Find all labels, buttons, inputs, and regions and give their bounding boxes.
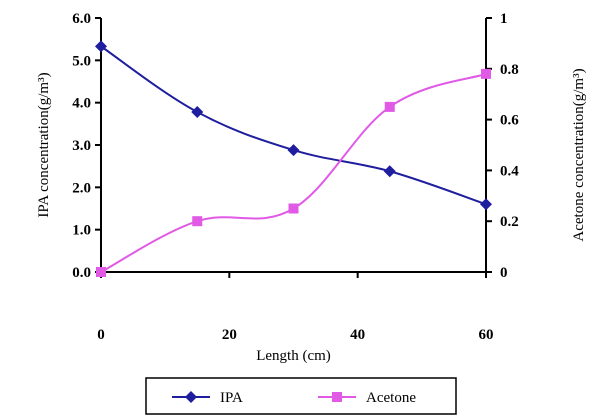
- right-tick-label: 0.6: [500, 113, 519, 129]
- x-tick-label: 60: [479, 327, 494, 343]
- right-tick-label: 0.2: [500, 214, 519, 230]
- series-line-ipa: [100, 45, 487, 206]
- x-tick-group: 0 20 40 60: [97, 272, 494, 343]
- right-tick-label: 0.8: [500, 62, 519, 78]
- right-y-axis-title: Acetone concentration(g/m³): [571, 68, 587, 241]
- series-layer: [95, 40, 492, 277]
- left-tick-group: 0.0 1.0 2.0 3.0 4.0 5.0 6.0: [72, 11, 101, 281]
- left-tick-label: 2.0: [72, 180, 91, 196]
- legend: IPA Acetone: [145, 377, 457, 415]
- right-tick-group: 0 0.2 0.4 0.6 0.8 1: [486, 11, 519, 281]
- left-tick-label: 5.0: [72, 53, 91, 69]
- x-tick-label: 0: [97, 327, 105, 343]
- left-tick-label: 0.0: [72, 265, 91, 281]
- right-tick-label: 1: [500, 11, 508, 27]
- legend-label-ipa: IPA: [220, 390, 243, 406]
- legend-label-acetone: Acetone: [366, 390, 416, 406]
- left-y-axis-title: IPA concentration(g/m³): [36, 72, 52, 217]
- x-tick-label: 40: [350, 327, 365, 343]
- square-point: [288, 203, 299, 214]
- diamond-point: [287, 144, 300, 157]
- left-tick-label: 1.0: [72, 223, 91, 239]
- diamond-point: [95, 40, 107, 53]
- diamond-point: [191, 105, 204, 118]
- right-tick-label: 0: [500, 265, 508, 281]
- left-tick-label: 4.0: [72, 96, 91, 112]
- square-point: [96, 267, 106, 277]
- x-axis-title: Length (cm): [256, 348, 331, 364]
- left-tick-label: 3.0: [72, 138, 91, 154]
- diamond-point: [383, 165, 396, 178]
- series-ipa: [95, 40, 492, 211]
- square-point: [192, 216, 203, 227]
- left-tick-label: 6.0: [72, 11, 91, 27]
- series-line-acetone: [100, 72, 487, 273]
- diamond-point: [480, 198, 492, 211]
- legend-diamond-icon: [185, 391, 197, 403]
- square-point: [384, 101, 395, 112]
- x-tick-label: 20: [222, 327, 237, 343]
- square-point: [481, 68, 491, 79]
- right-tick-label: 0.4: [500, 163, 519, 179]
- series-acetone: [96, 68, 491, 277]
- legend-square-icon: [332, 392, 342, 402]
